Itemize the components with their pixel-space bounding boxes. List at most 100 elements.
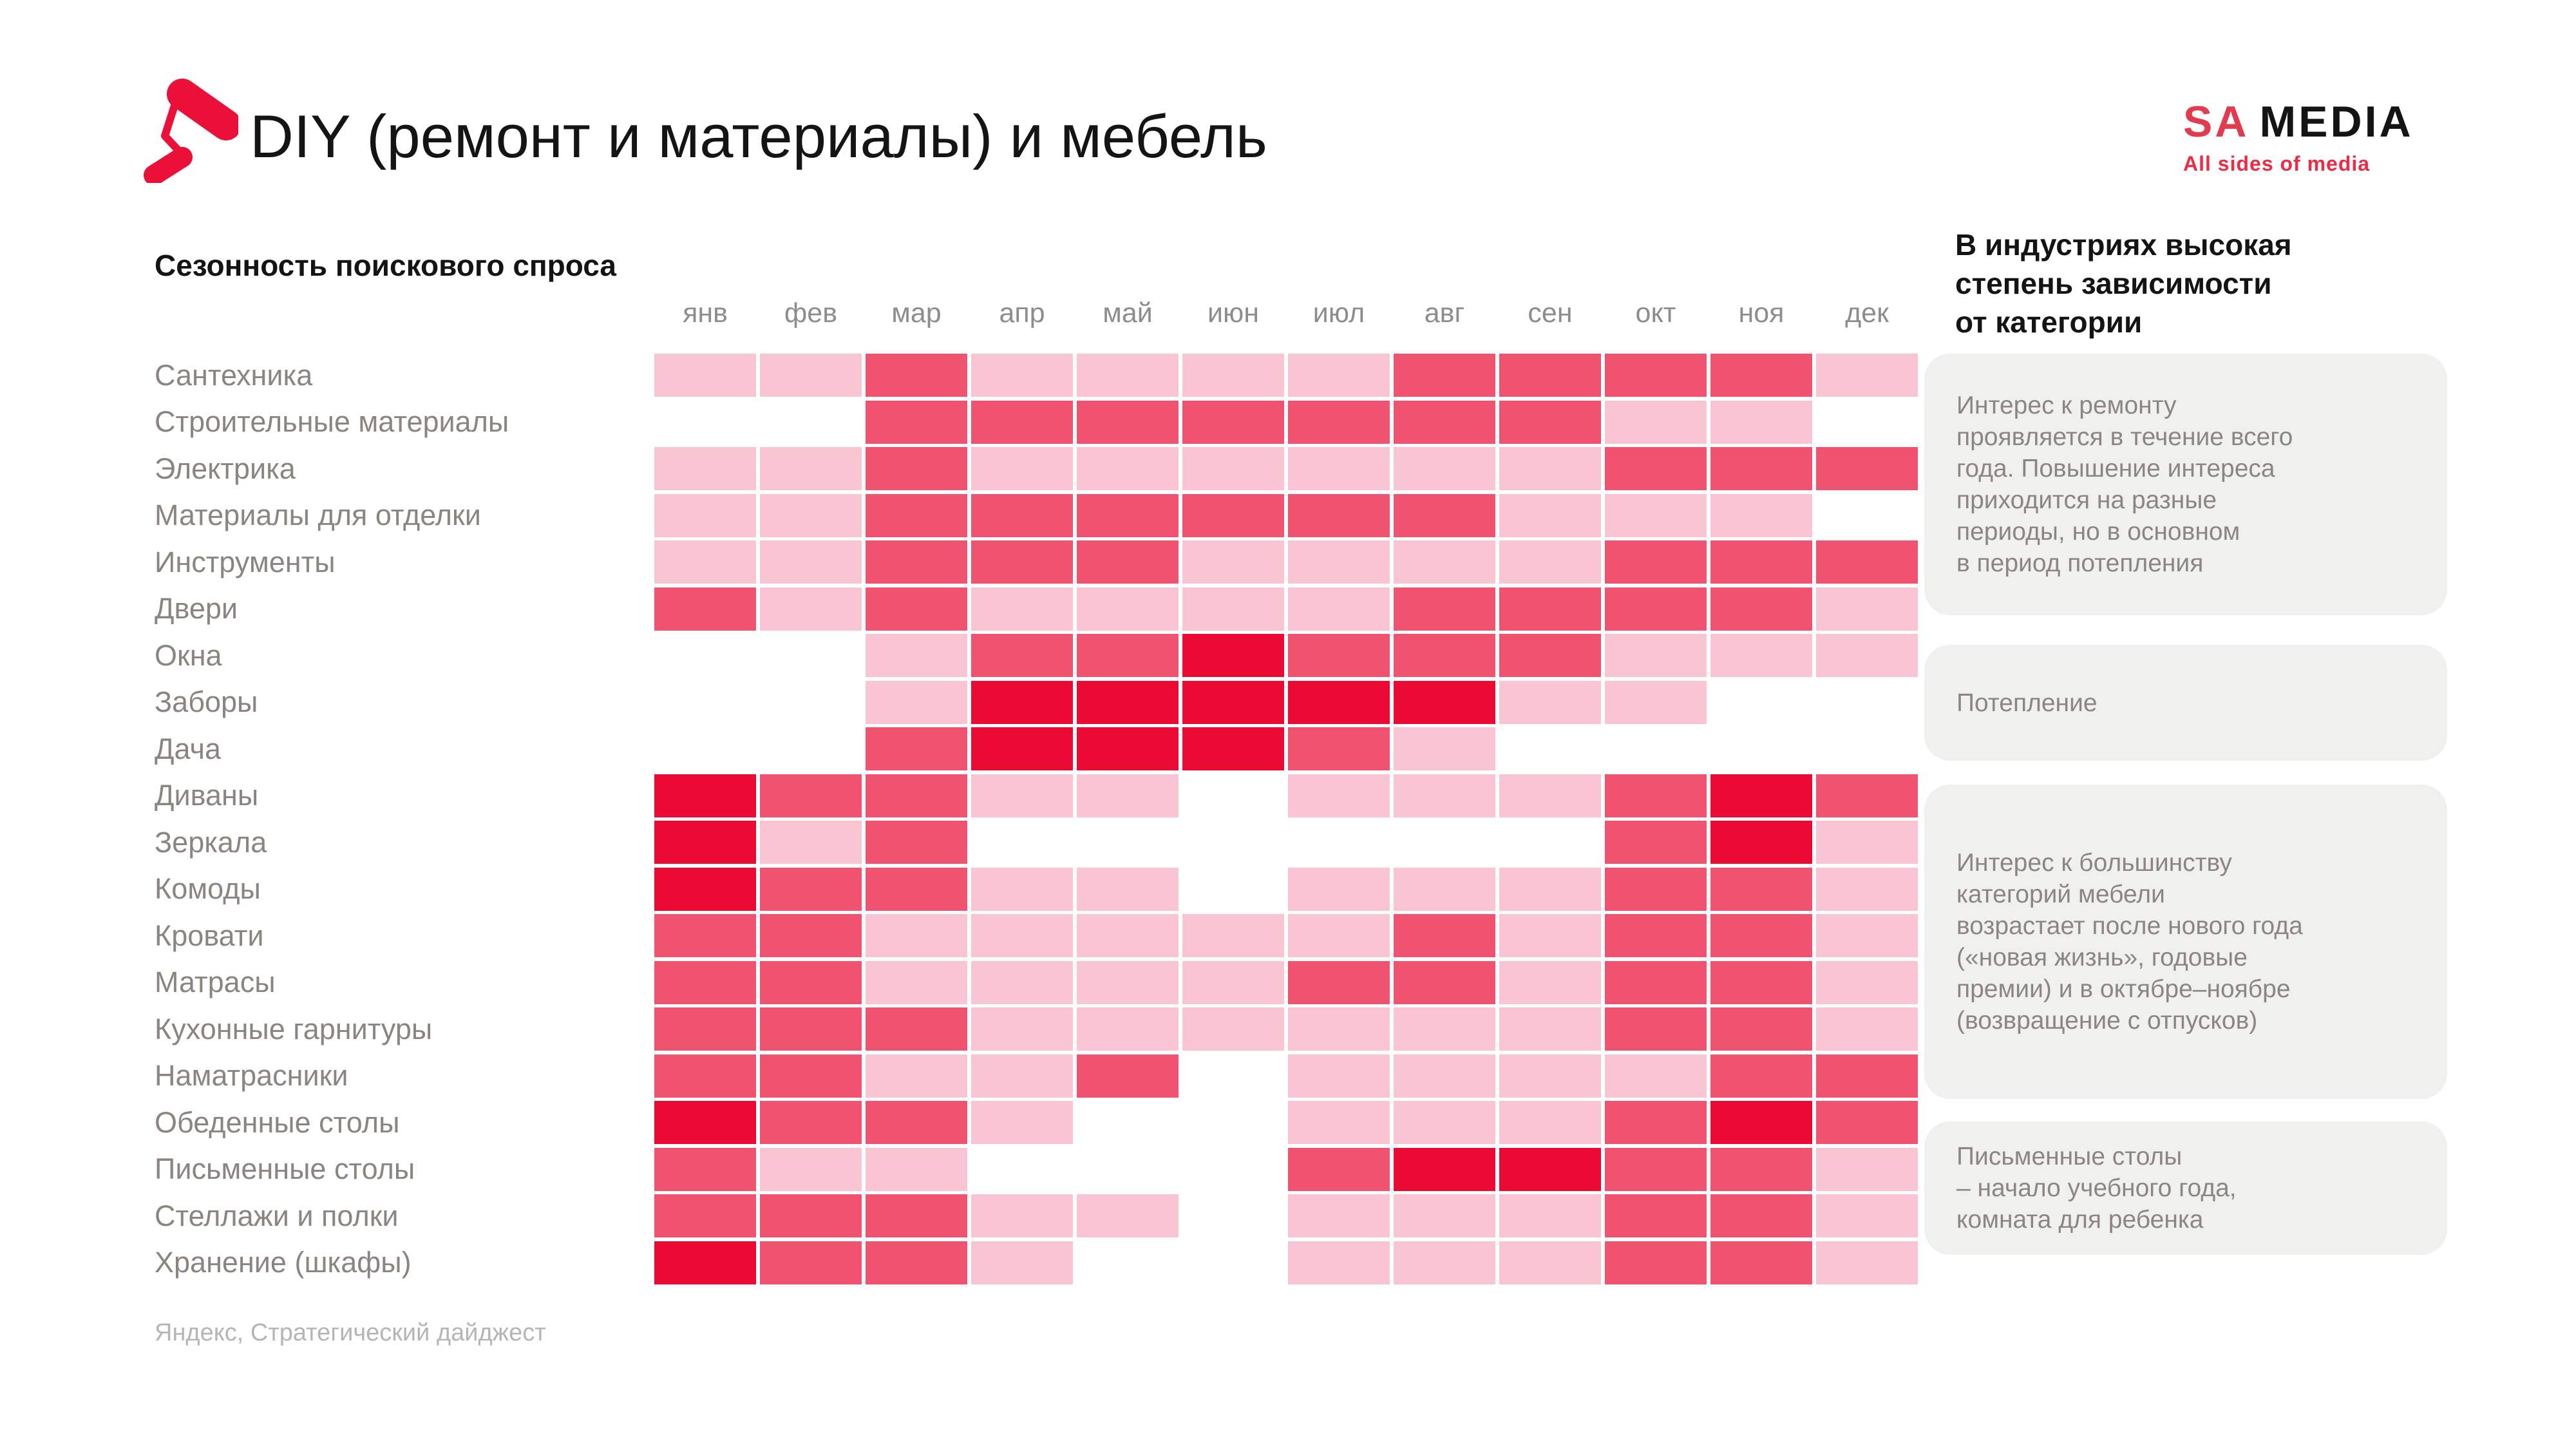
heatmap-cell xyxy=(1182,1241,1284,1284)
heatmap-cell xyxy=(1182,821,1284,864)
heatmap-cell xyxy=(1499,914,1601,957)
category-label: Кровати xyxy=(155,919,264,952)
heatmap-cell xyxy=(760,1241,862,1284)
heatmap-cell xyxy=(1182,867,1284,911)
heatmap-cell xyxy=(654,867,756,911)
heatmap-cell xyxy=(1288,774,1390,817)
heatmap-cell xyxy=(1499,354,1601,397)
heatmap-cell xyxy=(1077,354,1179,397)
heatmap-cell xyxy=(1499,634,1601,677)
heatmap-cell xyxy=(760,774,862,817)
category-label: Матрасы xyxy=(155,966,276,998)
heatmap-cell xyxy=(1182,354,1284,397)
heatmap-cell xyxy=(1605,680,1707,724)
heatmap-cell xyxy=(1499,821,1601,864)
heatmap-cell xyxy=(1816,1101,1918,1144)
category-label: Заборы xyxy=(155,685,258,718)
heatmap-cell xyxy=(1710,1054,1812,1098)
heatmap-cell xyxy=(1077,727,1179,770)
month-label: фев xyxy=(784,298,838,329)
heatmap-cell xyxy=(1605,587,1707,631)
heatmap-cell xyxy=(1605,1147,1707,1191)
heatmap-cell xyxy=(1605,447,1707,490)
heatmap-cell xyxy=(1077,1147,1179,1191)
heatmap-cell xyxy=(1499,400,1601,444)
heatmap-cell xyxy=(866,1101,967,1144)
heatmap-cell xyxy=(760,1054,862,1098)
heatmap-cell xyxy=(1816,540,1918,584)
heatmap-cell xyxy=(1710,821,1812,864)
paint-roller-icon xyxy=(144,79,238,183)
heatmap-cell xyxy=(1394,493,1495,537)
heatmap-cell xyxy=(1499,1241,1601,1284)
heatmap-cell xyxy=(1182,1194,1284,1237)
heatmap-cell xyxy=(1710,680,1812,724)
heatmap-cell xyxy=(1394,447,1495,490)
heatmap-cell xyxy=(1288,1241,1390,1284)
note-box-desks: Письменные столы – начало учебного года,… xyxy=(1924,1121,2447,1255)
heatmap-cell xyxy=(654,1054,756,1098)
heatmap-cell xyxy=(1816,354,1918,397)
heatmap-cell xyxy=(1288,354,1390,397)
note-box-repair-interest: Интерес к ремонту проявляется в течение … xyxy=(1924,354,2447,615)
heatmap-cell xyxy=(971,914,1073,957)
heatmap-cell xyxy=(1605,634,1707,677)
month-label: апр xyxy=(999,298,1045,329)
heatmap-cell xyxy=(971,1194,1073,1237)
month-label: окт xyxy=(1635,298,1676,329)
heatmap-cell xyxy=(654,1101,756,1144)
heatmap-cell xyxy=(1288,821,1390,864)
heatmap-cell xyxy=(1288,1194,1390,1237)
heatmap-cell xyxy=(1182,914,1284,957)
heatmap-cell xyxy=(1605,821,1707,864)
heatmap-cell xyxy=(1077,1241,1179,1284)
heatmap-cell xyxy=(654,1241,756,1284)
heatmap-cell xyxy=(760,354,862,397)
heatmap-cell xyxy=(971,400,1073,444)
heatmap-cell xyxy=(1499,1054,1601,1098)
heatmap-cell xyxy=(1394,1007,1495,1051)
heatmap-cell xyxy=(971,960,1073,1004)
heatmap-cell xyxy=(1394,680,1495,724)
heatmap-cell xyxy=(1182,1147,1284,1191)
heatmap-cell xyxy=(654,727,756,770)
heatmap-cell xyxy=(654,493,756,537)
heatmap-cell xyxy=(1710,960,1812,1004)
heatmap-cell xyxy=(654,960,756,1004)
heatmap-cell xyxy=(1605,914,1707,957)
month-label: сен xyxy=(1528,298,1573,329)
heatmap-cell xyxy=(1710,634,1812,677)
brand-sa: SA xyxy=(2183,97,2249,146)
heatmap-cell xyxy=(1288,493,1390,537)
heatmap-cell xyxy=(1499,774,1601,817)
heatmap-cell xyxy=(654,821,756,864)
heatmap-cell xyxy=(1816,680,1918,724)
month-header-row: янв фев мар апр май июн июл авг сен окт ноя дек xyxy=(654,298,1918,329)
heatmap-cell xyxy=(866,680,967,724)
heatmap-cell xyxy=(654,1007,756,1051)
heatmap-cell xyxy=(1605,1194,1707,1237)
heatmap-cell xyxy=(760,493,862,537)
heatmap-cell xyxy=(1816,1147,1918,1191)
month-label: ноя xyxy=(1738,298,1785,329)
heatmap-cell xyxy=(1499,1147,1601,1191)
heatmap-cell xyxy=(971,587,1073,631)
heatmap-cell xyxy=(1605,867,1707,911)
heatmap-cell xyxy=(1394,1194,1495,1237)
heatmap-cell xyxy=(1605,774,1707,817)
heatmap-cell xyxy=(1288,400,1390,444)
heatmap-cell xyxy=(1077,1007,1179,1051)
category-label: Письменные столы xyxy=(155,1152,415,1185)
heatmap-cell xyxy=(1710,493,1812,537)
month-label: авг xyxy=(1424,298,1465,329)
heatmap-cell xyxy=(1710,587,1812,631)
heatmap-cell xyxy=(1182,727,1284,770)
heatmap-cell xyxy=(760,680,862,724)
heatmap-cell xyxy=(1499,447,1601,490)
heatmap-cell xyxy=(1077,960,1179,1004)
heatmap-cell xyxy=(1816,447,1918,490)
heatmap-cell xyxy=(971,821,1073,864)
brand-media: MEDIA xyxy=(2259,97,2414,146)
section-title: Сезонность поискового спроса xyxy=(155,249,616,282)
